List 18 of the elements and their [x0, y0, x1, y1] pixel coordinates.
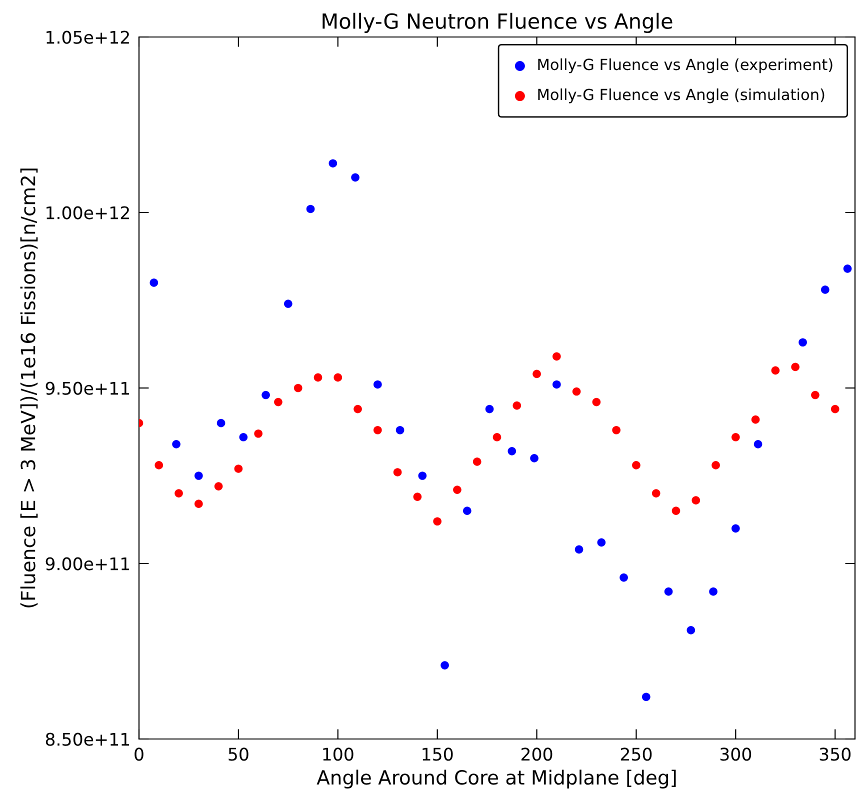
- y-tick-label: 8.50e+11: [46, 732, 130, 746]
- y-tick-label: 1.00e+12: [46, 206, 129, 220]
- legend-label: Molly-G Fluence vs Angle (experiment): [538, 58, 832, 74]
- x-tick-label: 300: [720, 748, 752, 761]
- x-tick-label: 250: [620, 748, 652, 761]
- x-axis-title: Angle Around Core at Midplane [deg]: [316, 770, 676, 789]
- y-tick-label: 1.05e+12: [46, 30, 129, 44]
- x-tick-label: 0: [134, 748, 144, 761]
- x-tick-label: 150: [422, 748, 453, 761]
- chart-title: Molly-G Neutron Fluence vs Angle: [322, 12, 672, 33]
- x-tick-label: 100: [323, 748, 354, 761]
- x-tick-label: 200: [521, 748, 552, 761]
- y-tick-label: 9.00e+11: [46, 557, 130, 570]
- x-tick-label: 350: [820, 748, 851, 761]
- legend-label: Molly-G Fluence vs Angle (simulation): [538, 88, 824, 104]
- x-tick-label: 50: [228, 748, 248, 761]
- y-axis-title: (Fluence [E > 3 MeV])/(1e16 Fissions)[n/cm2]: [20, 168, 38, 608]
- y-tick-label: 9.50e+11: [46, 382, 130, 395]
